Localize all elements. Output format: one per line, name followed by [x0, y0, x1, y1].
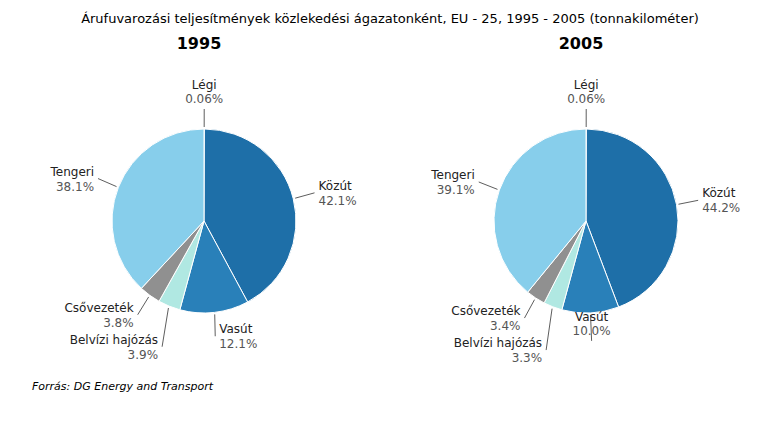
- svg-text:Tengeri: Tengeri: [430, 168, 475, 182]
- svg-text:Légi: Légi: [192, 78, 217, 92]
- svg-text:42.1%: 42.1%: [319, 194, 357, 208]
- svg-text:3.9%: 3.9%: [128, 348, 159, 362]
- html-text:1995: 1995: [176, 34, 222, 53]
- svg-text:Csővezeték: Csővezeték: [64, 301, 133, 315]
- svg-text:3.3%: 3.3%: [512, 351, 543, 365]
- svg-text:Csővezeték: Csővezeték: [451, 304, 520, 318]
- html-text:Árufuvarozási teljesítmények k: Árufuvarozási teljesítmények közlekedési…: [81, 11, 699, 26]
- svg-text:Belvízi hajózás: Belvízi hajózás: [70, 333, 158, 347]
- svg-text:3.8%: 3.8%: [103, 316, 134, 330]
- svg-text:3.4%: 3.4%: [490, 319, 521, 333]
- svg-text:12.1%: 12.1%: [219, 337, 257, 351]
- svg-text:10.0%: 10.0%: [573, 324, 611, 338]
- html-text:2005: 2005: [558, 34, 604, 53]
- svg-text:Tengeri: Tengeri: [49, 165, 94, 179]
- svg-text:0.06%: 0.06%: [567, 92, 605, 106]
- svg-text:39.1%: 39.1%: [437, 183, 475, 197]
- svg-text:Vasút: Vasút: [575, 310, 608, 324]
- svg-text:Vasút: Vasút: [219, 322, 252, 336]
- svg-text:0.06%: 0.06%: [185, 92, 223, 106]
- svg-text:Belvízi hajózás: Belvízi hajózás: [454, 336, 542, 350]
- svg-text:44.2%: 44.2%: [702, 201, 740, 215]
- html-text:Forrás: DG Energy and Transpor: Forrás: DG Energy and Transport: [32, 380, 213, 393]
- svg-text:Közút: Közút: [702, 186, 736, 200]
- svg-text:38.1%: 38.1%: [56, 180, 94, 194]
- svg-text:Légi: Légi: [574, 78, 599, 92]
- svg-text:Közút: Közút: [319, 179, 353, 193]
